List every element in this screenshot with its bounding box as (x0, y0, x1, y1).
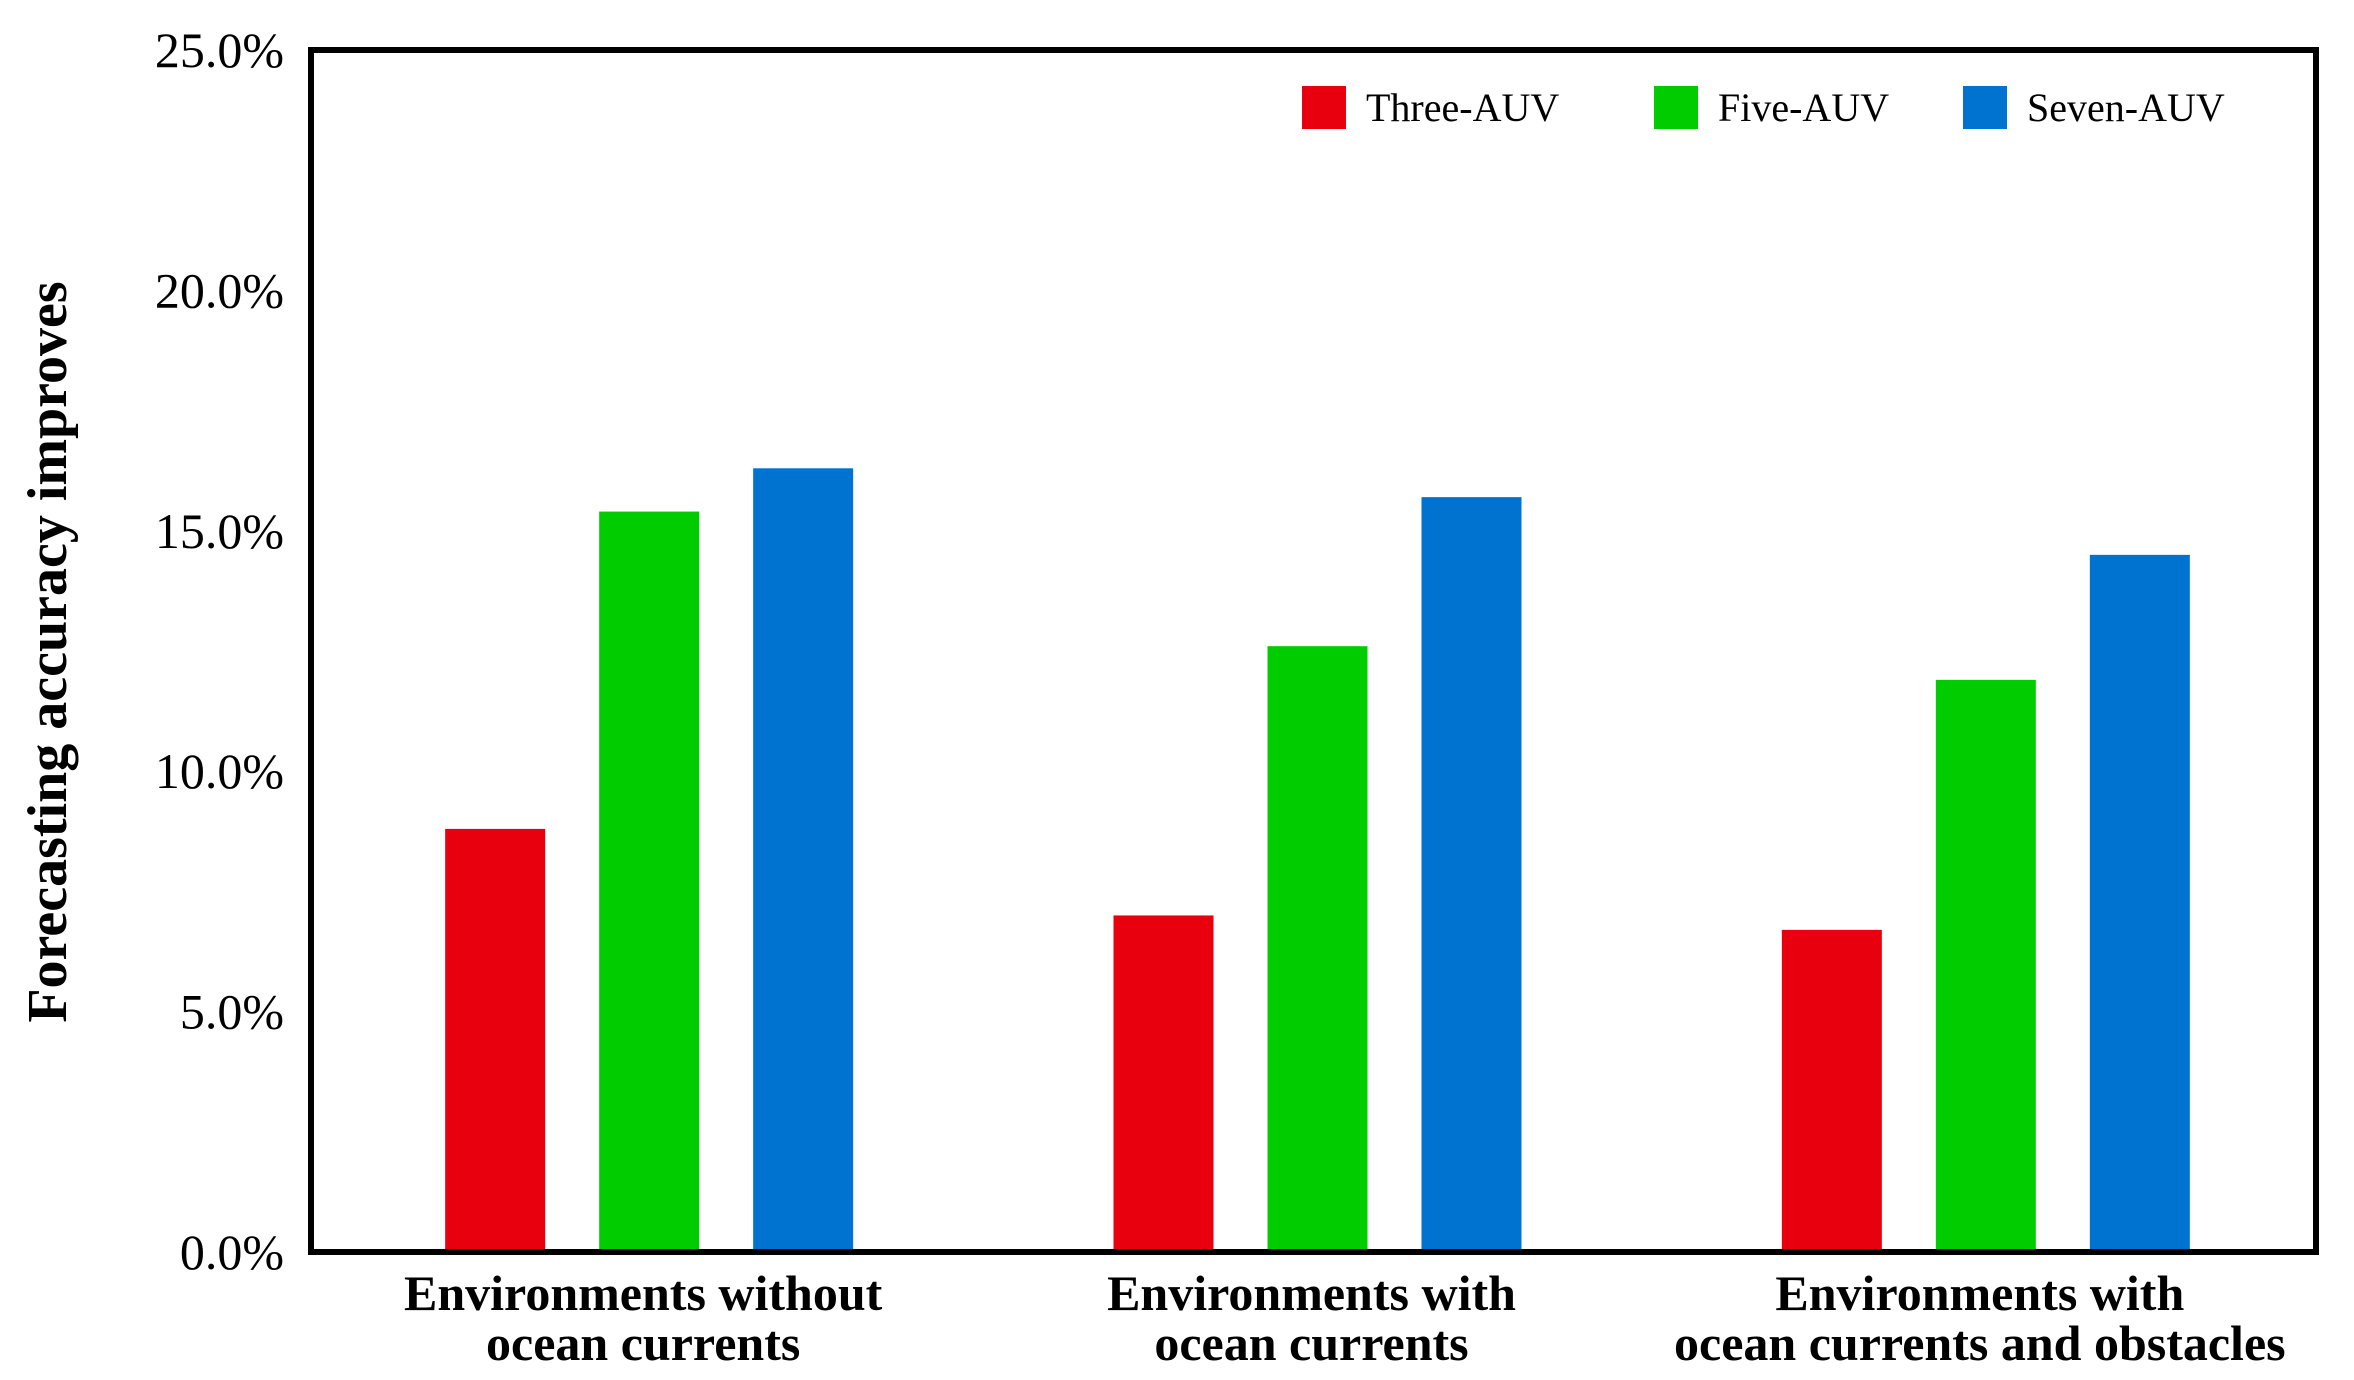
x-category-label: Environments with (1107, 1265, 1516, 1321)
legend-label: Seven-AUV (2027, 85, 2225, 130)
plot-frame (308, 47, 2319, 1255)
legend-label: Five-AUV (1718, 85, 1889, 130)
x-category-label: Environments without (404, 1265, 883, 1321)
bar-seven-auv-3 (2089, 554, 2190, 1252)
y-tick-label: 15.0% (155, 503, 284, 559)
bar-three-auv-1 (445, 828, 546, 1252)
bar-three-auv-3 (1781, 929, 1882, 1252)
y-tick-label: 0.0% (180, 1224, 284, 1280)
y-tick-label: 25.0% (155, 22, 284, 78)
y-axis-label: Forecasting accuracy improves (17, 281, 79, 1022)
legend-swatch-three-auv (1302, 86, 1346, 129)
x-category-label: Environments with (1775, 1265, 2184, 1321)
bars-layer (445, 468, 2190, 1252)
legend-swatch-five-auv (1654, 86, 1698, 129)
bar-five-auv-1 (599, 511, 700, 1252)
bar-seven-auv-2 (1421, 497, 1522, 1252)
y-tick-label: 10.0% (155, 743, 284, 799)
y-tick-label: 20.0% (155, 262, 284, 318)
bar-five-auv-2 (1267, 646, 1368, 1252)
legend: Three-AUV Five-AUV Seven-AUV (1302, 85, 2225, 130)
x-category-label: ocean currents (486, 1315, 800, 1371)
y-tick-label: 5.0% (180, 984, 284, 1040)
legend-swatch-seven-auv (1963, 86, 2007, 129)
x-category-label: ocean currents (1154, 1315, 1468, 1371)
bar-seven-auv-1 (753, 468, 854, 1252)
x-category-label: ocean currents and obstacles (1674, 1315, 2286, 1371)
legend-label: Three-AUV (1366, 85, 1559, 130)
y-axis-ticks: 0.0% 5.0% 10.0% 15.0% 20.0% 25.0% (155, 22, 284, 1280)
bar-three-auv-2 (1113, 915, 1214, 1252)
bar-five-auv-3 (1935, 679, 2036, 1252)
